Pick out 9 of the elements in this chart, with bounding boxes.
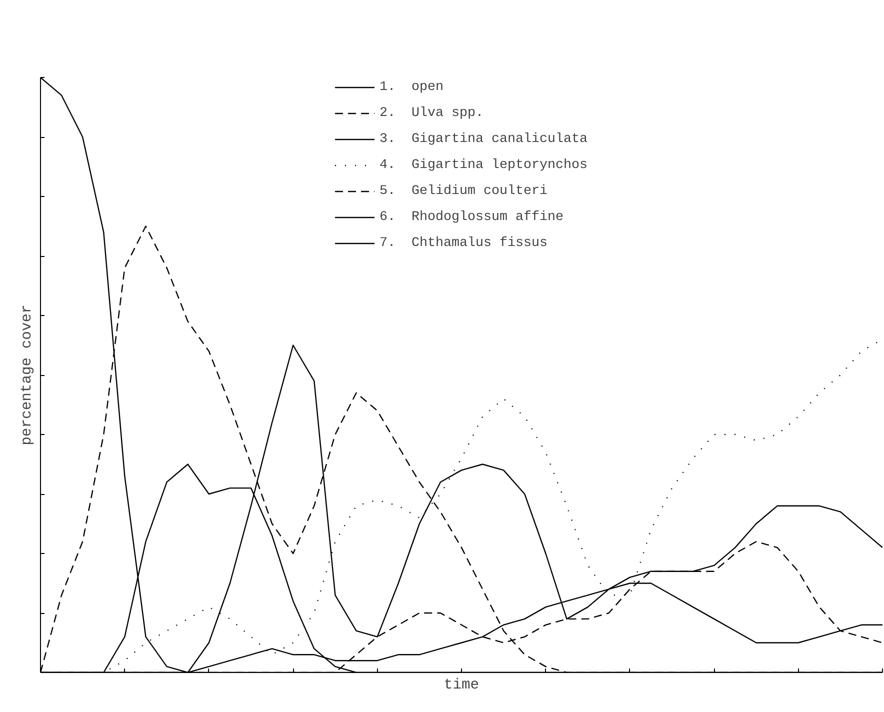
legend-label: 3. Gigartina canaliculata [380,132,588,146]
legend-label: 2. Ulva spp. [380,106,484,120]
x-axis-title: time [444,678,480,694]
legend-label: 4. Gigartina leptorynchos [380,158,588,172]
legend-label: 1. open [380,80,444,94]
y-axis-title: percentage cover [20,304,36,446]
legend-label: 7. Chthamalus fissus [380,236,548,250]
legend-label: 5. Gelidium coulteri [380,184,548,198]
legend-label: 6. Rhodoglossum affine [380,210,564,224]
